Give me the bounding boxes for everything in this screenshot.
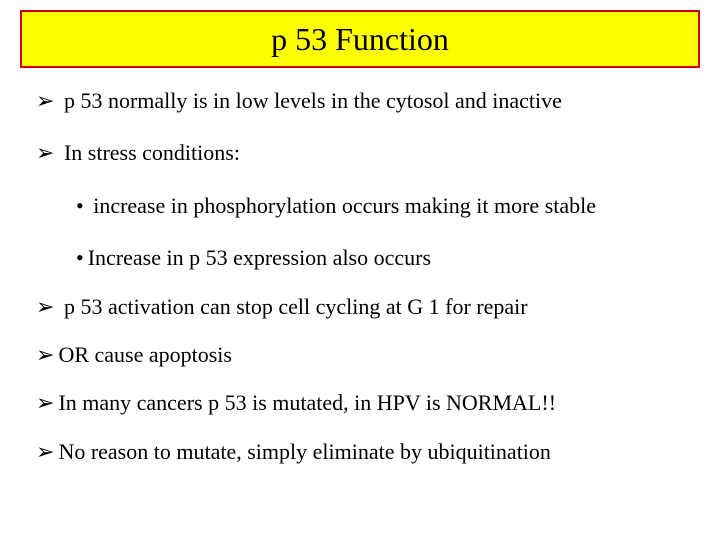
bullet-item: ➢ p 53 normally is in low levels in the … xyxy=(36,88,696,114)
slide-title-bar: p 53 Function xyxy=(20,10,700,68)
bullet-text: OR cause apoptosis xyxy=(58,342,232,368)
bullet-text: p 53 normally is in low levels in the cy… xyxy=(64,88,562,114)
bullet-text: p 53 activation can stop cell cycling at… xyxy=(64,294,528,320)
bullet-item: ➢ In many cancers p 53 is mutated, in HP… xyxy=(36,390,696,416)
bullet-text: In many cancers p 53 is mutated, in HPV … xyxy=(58,390,556,416)
arrow-icon: ➢ xyxy=(36,439,54,465)
bullet-text: In stress conditions: xyxy=(64,140,240,166)
bullet-item: ➢ OR cause apoptosis xyxy=(36,342,696,368)
dot-icon: • xyxy=(76,193,84,219)
bullet-item: ➢ p 53 activation can stop cell cycling … xyxy=(36,294,696,320)
bullet-item: ➢ No reason to mutate, simply eliminate … xyxy=(36,439,696,465)
bullet-text: No reason to mutate, simply eliminate by… xyxy=(58,439,550,465)
slide-body: ➢ p 53 normally is in low levels in the … xyxy=(36,88,696,465)
arrow-icon: ➢ xyxy=(36,88,54,114)
arrow-icon: ➢ xyxy=(36,294,54,320)
bullet-text: increase in phosphorylation occurs makin… xyxy=(93,193,596,219)
dot-icon: • xyxy=(76,245,84,271)
slide-title-text: p 53 Function xyxy=(271,21,449,58)
bullet-item: ➢ In stress conditions: xyxy=(36,140,696,166)
sub-bullet-item: • increase in phosphorylation occurs mak… xyxy=(76,193,696,219)
arrow-icon: ➢ xyxy=(36,390,54,416)
arrow-icon: ➢ xyxy=(36,342,54,368)
sub-bullet-item: • Increase in p 53 expression also occur… xyxy=(76,245,696,271)
bullet-text: Increase in p 53 expression also occurs xyxy=(88,245,431,271)
arrow-icon: ➢ xyxy=(36,140,54,166)
